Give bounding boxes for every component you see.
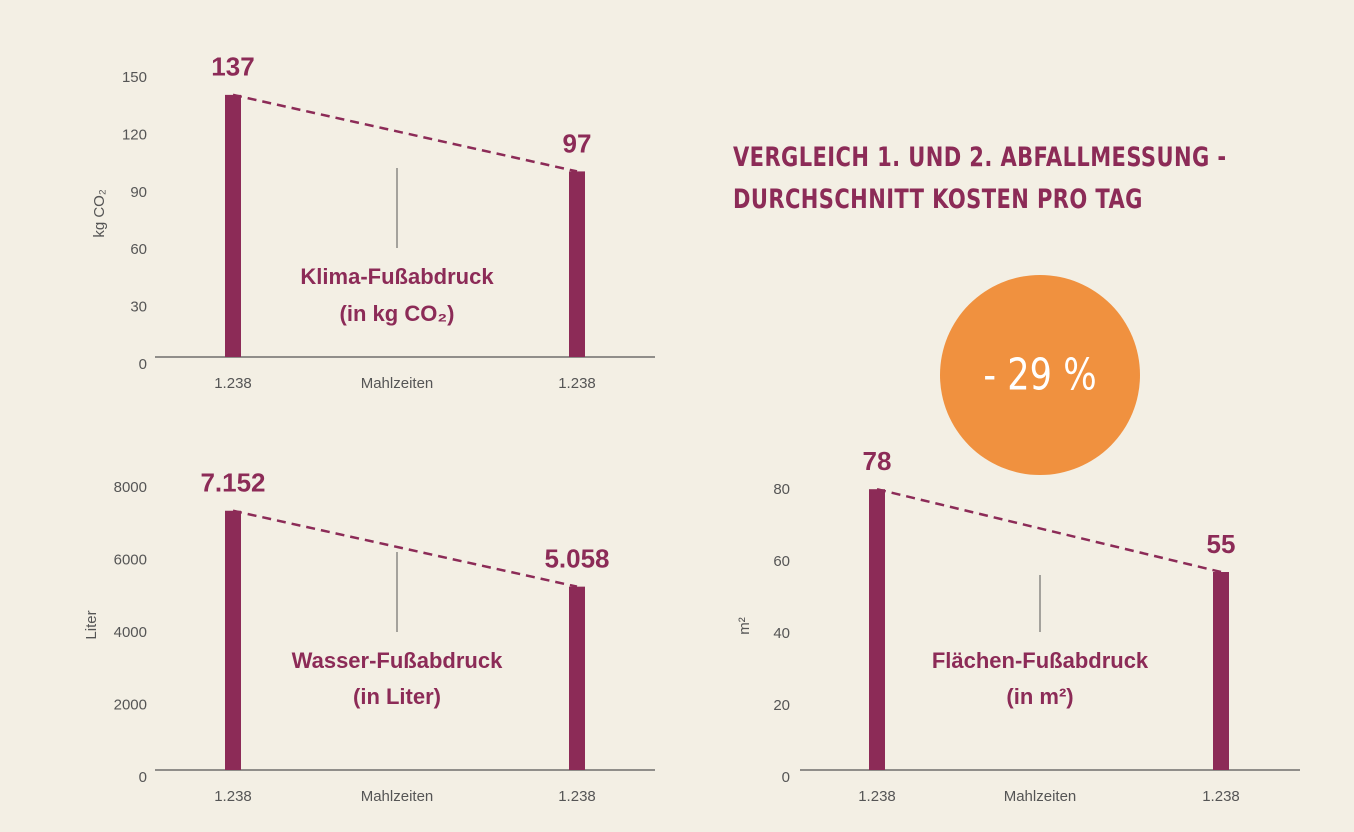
value-label: 137 (211, 52, 254, 82)
y-tick-label: 120 (122, 126, 147, 143)
annotation: Wasser-Fußabdruck (292, 648, 503, 673)
bar (225, 510, 241, 770)
y-tick-label: 0 (139, 356, 147, 373)
y-tick-label: 2000 (114, 696, 147, 713)
x-axis-label: Mahlzeiten (1004, 788, 1077, 805)
y-tick-label: 8000 (114, 479, 147, 496)
y-tick-label: 0 (139, 769, 147, 786)
annotation: Flächen-Fußabdruck (932, 648, 1149, 673)
value-label: 97 (563, 128, 592, 158)
y-tick-label: 4000 (114, 624, 147, 641)
badge-text: - 29 % (983, 350, 1096, 401)
y-tick-label: 80 (773, 481, 790, 498)
annotation: (in Liter) (353, 684, 441, 709)
x-tick-label: 1.238 (214, 788, 252, 805)
badge-circle (940, 275, 1140, 475)
value-label: 78 (863, 446, 892, 476)
y-tick-label: 150 (122, 69, 147, 86)
y-tick-label: 0 (782, 769, 790, 786)
annotation: (in m²) (1006, 684, 1073, 709)
headline: DURCHSCHNITT KOSTEN PRO TAG (733, 183, 1143, 214)
bar (569, 586, 585, 770)
trend-line (232, 93, 578, 173)
y-axis-label: m² (736, 617, 753, 635)
y-tick-label: 60 (773, 553, 790, 570)
y-tick-label: 90 (130, 184, 147, 201)
bar (869, 489, 885, 770)
annotation: (in kg CO₂) (340, 301, 455, 326)
bar (225, 94, 241, 357)
y-axis-label: kg CO₂ (91, 189, 108, 238)
y-tick-label: 40 (773, 625, 790, 642)
annotation: Klima-Fußabdruck (300, 264, 494, 289)
x-axis-label: Mahlzeiten (361, 788, 434, 805)
x-tick-label: 1.238 (214, 375, 252, 392)
y-tick-label: 20 (773, 697, 790, 714)
x-tick-label: 1.238 (558, 375, 596, 392)
value-label: 55 (1207, 529, 1236, 559)
x-tick-label: 1.238 (1202, 788, 1240, 805)
x-tick-label: 1.238 (858, 788, 896, 805)
bar (569, 171, 585, 357)
x-tick-label: 1.238 (558, 788, 596, 805)
trend-line (232, 509, 578, 588)
bar (1213, 572, 1229, 770)
headline: VERGLEICH 1. UND 2. ABFALLMESSUNG - (733, 141, 1226, 172)
x-axis-label: Mahlzeiten (361, 375, 434, 392)
y-tick-label: 30 (130, 299, 147, 316)
y-tick-label: 6000 (114, 551, 147, 568)
y-tick-label: 60 (130, 241, 147, 258)
value-label: 5.058 (544, 544, 609, 574)
value-label: 7.152 (200, 468, 265, 498)
y-axis-label: Liter (83, 610, 100, 639)
